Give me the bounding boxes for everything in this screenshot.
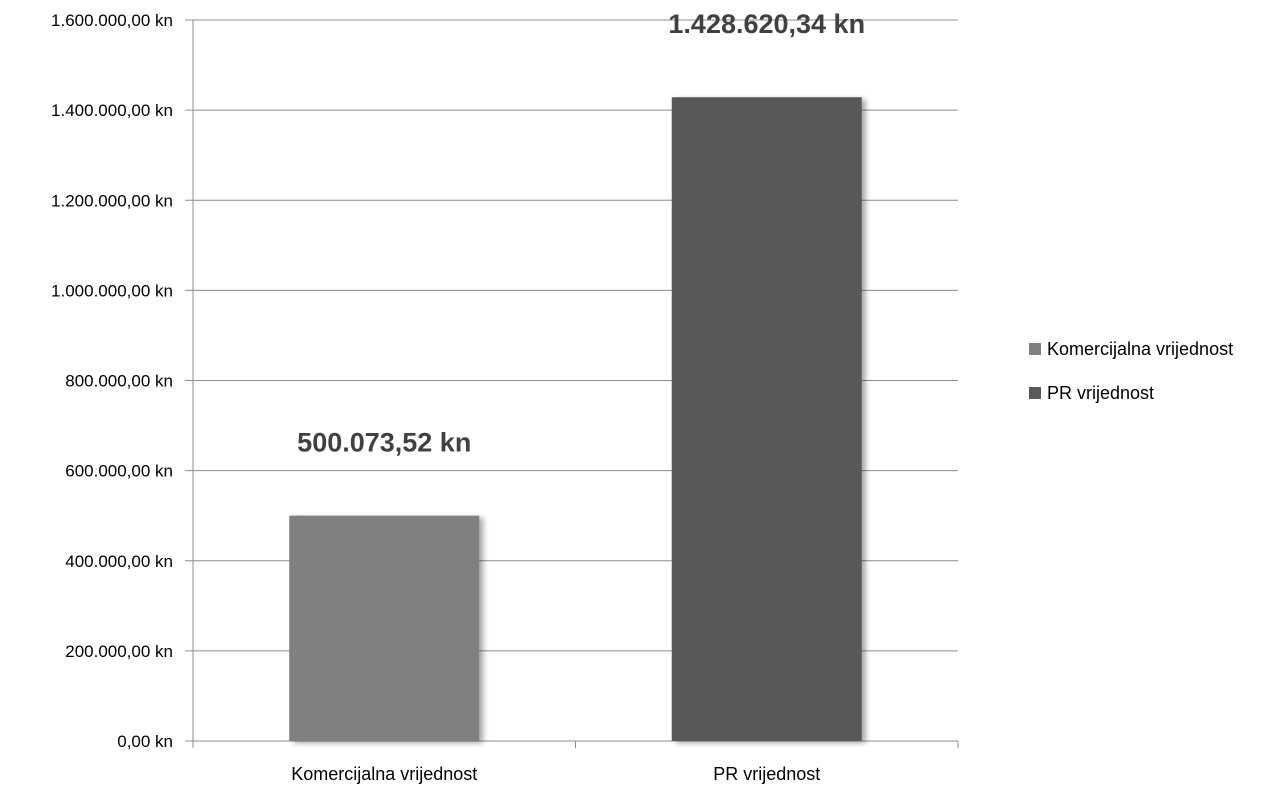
data-label: 500.073,52 kn [297, 428, 471, 458]
x-category-label: PR vrijednost [713, 764, 820, 784]
y-tick-label: 600.000,00 kn [65, 462, 173, 481]
legend: Komercijalna vrijednost PR vrijednost [1029, 339, 1233, 403]
y-tick-label: 800.000,00 kn [65, 372, 173, 391]
y-tick-label: 1.400.000,00 kn [51, 101, 173, 120]
legend-swatch [1029, 387, 1041, 399]
bars [289, 97, 862, 741]
y-tick-label: 1.000.000,00 kn [51, 281, 173, 300]
y-tick-label: 200.000,00 kn [65, 642, 173, 661]
legend-label: PR vrijednost [1047, 383, 1154, 403]
x-axis-category-labels: Komercijalna vrijednost PR vrijednost [291, 764, 820, 784]
y-tick-label: 1.200.000,00 kn [51, 191, 173, 210]
x-category-label: Komercijalna vrijednost [291, 764, 477, 784]
y-tick-label: 400.000,00 kn [65, 552, 173, 571]
y-axis-tick-labels: 0,00 kn 200.000,00 kn 400.000,00 kn 600.000… [51, 11, 173, 751]
legend-label: Komercijalna vrijednost [1047, 339, 1233, 359]
data-labels: 500.073,52 kn 1.428.620,34 kn [297, 9, 865, 457]
data-label: 1.428.620,34 kn [668, 9, 865, 39]
y-tick-label: 0,00 kn [117, 732, 173, 751]
bar [289, 515, 480, 741]
legend-swatch [1029, 343, 1041, 355]
y-tick-label: 1.600.000,00 kn [51, 11, 173, 30]
bar [671, 97, 862, 741]
